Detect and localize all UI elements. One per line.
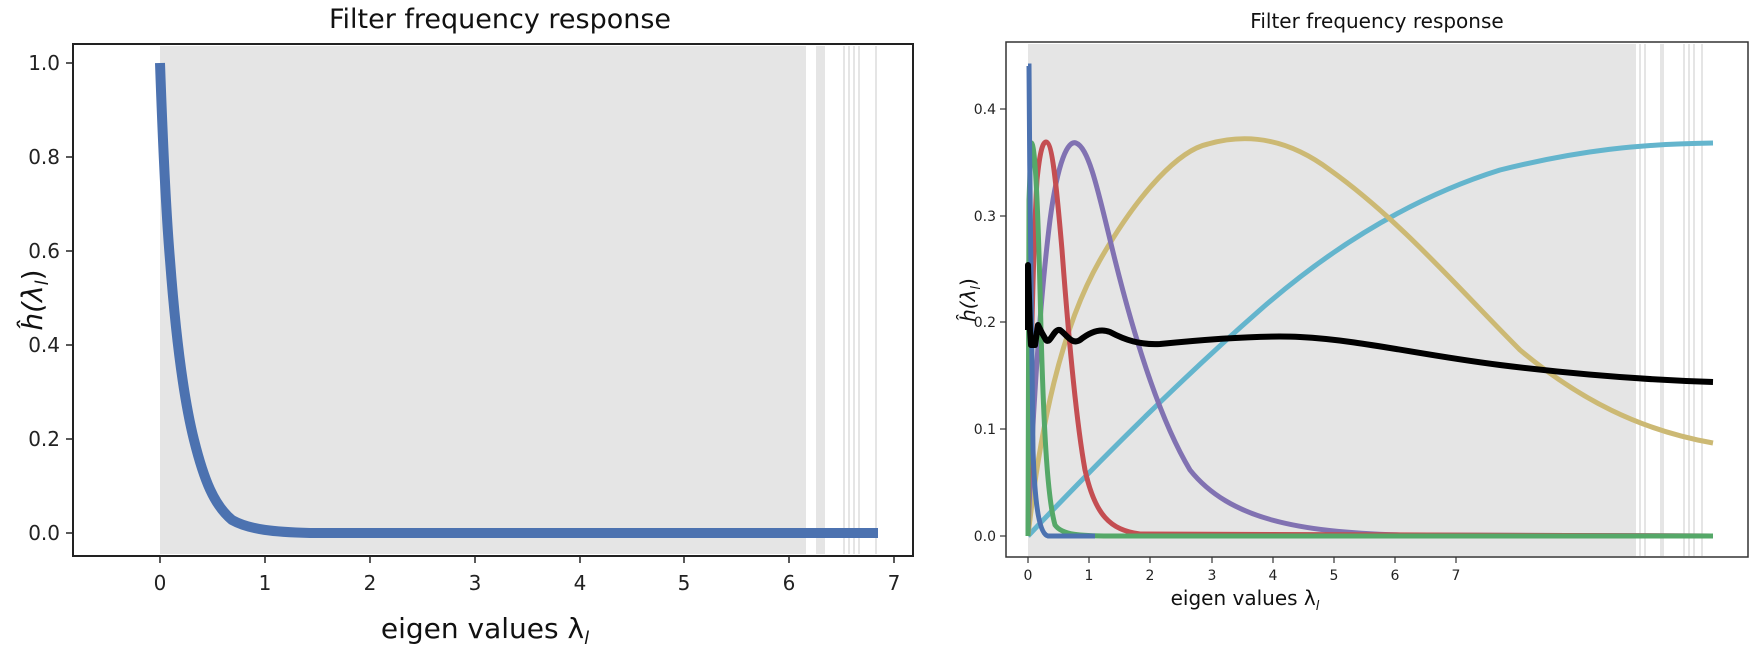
right-y-axis-label: ĥ(λl) [956,278,984,322]
left-xtick-3: 3 [469,571,482,595]
right-x-axis-label: eigen values λl [1171,586,1320,614]
left-xtick-0: 0 [154,571,167,595]
left-xtick-7: 7 [888,571,901,595]
right-ytick-0: 0.0 [974,529,996,545]
left-ytick-3: 0.6 [28,239,60,263]
left-xtick-1: 1 [259,571,272,595]
right-xtick-6: 6 [1391,568,1400,584]
right-chart-title: Filter frequency response [1250,9,1503,33]
right-axes-frame [1005,41,1749,558]
right-eigenvalue-band [1028,44,1703,556]
left-ytick-1: 0.2 [28,427,60,451]
left-xtick-6: 6 [783,571,796,595]
right-xtick-1: 1 [1085,568,1094,584]
left-xtick-5: 5 [678,571,691,595]
left-xtick-2: 2 [364,571,377,595]
right-chart: Filter frequency response [956,9,1749,614]
left-y-ticks [66,62,73,534]
left-y-axis-label: ĥ(λl) [15,269,53,330]
left-eigenvalue-band [160,46,877,554]
right-ytick-1: 0.1 [974,422,996,438]
right-xtick-2: 2 [1146,568,1155,584]
left-chart: Filter frequency response 0.0 0.2 [15,4,914,649]
left-ytick-0: 0.0 [28,521,60,545]
right-xtick-0: 0 [1024,568,1033,584]
right-blue-curve [1026,63,1095,539]
right-green-curve [1025,140,1713,539]
left-xtick-4: 4 [574,571,587,595]
right-xtick-4: 4 [1269,568,1278,584]
left-ytick-4: 0.8 [28,145,60,169]
right-ytick-2: 0.2 [974,315,996,331]
right-xtick-7: 7 [1452,568,1461,584]
right-xtick-5: 5 [1330,568,1339,584]
right-ytick-3: 0.3 [974,209,996,225]
left-x-ticks [159,556,895,563]
left-heat-kernel-curve [155,62,878,538]
left-ytick-2: 0.4 [28,333,60,357]
right-y-ticks [1000,108,1006,537]
right-xtick-3: 3 [1208,568,1217,584]
left-axes-frame [72,43,914,557]
left-ytick-5: 1.0 [28,51,60,75]
right-cyan-curve [1026,140,1714,538]
right-x-ticks [1027,557,1457,563]
left-chart-title: Filter frequency response [329,4,671,35]
left-x-axis-label: eigen values λl [381,612,589,649]
right-ytick-4: 0.4 [974,102,996,118]
right-black-sum-curve [1025,262,1714,385]
